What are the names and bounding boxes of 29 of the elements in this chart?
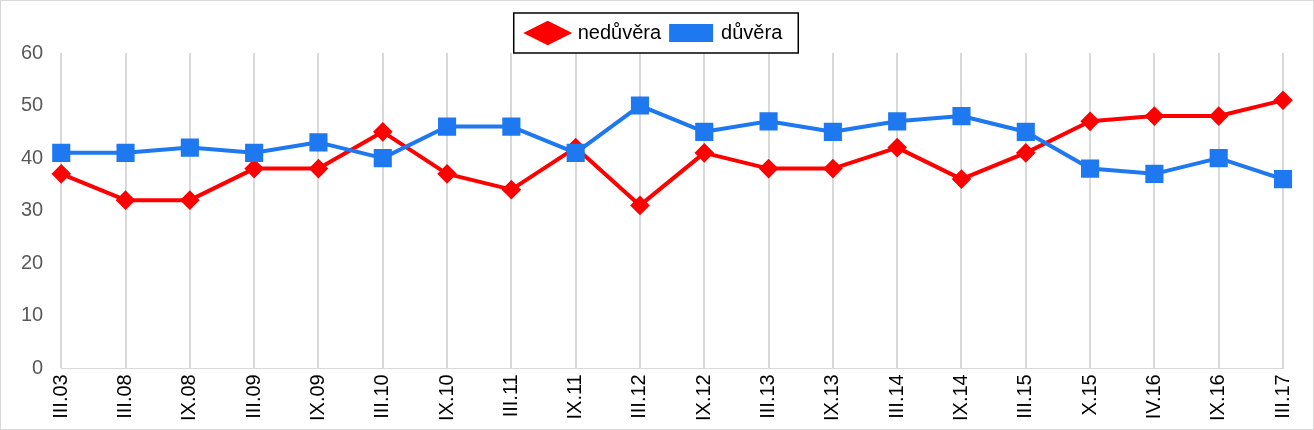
x-tick-label: III.10	[370, 374, 393, 419]
x-tick-label: III.14	[884, 374, 907, 419]
x-tick-label: IX.08	[177, 374, 200, 421]
x-tick-label: III.15	[1013, 374, 1036, 419]
y-tick-label: 20	[21, 250, 44, 273]
x-tick-label: IX.14	[949, 374, 971, 421]
x-tick-label: IX.16	[1206, 374, 1229, 421]
x-tick-label: IX.09	[305, 374, 328, 421]
y-tick-label: 0	[32, 355, 44, 378]
x-tick-label: III.03	[48, 374, 71, 419]
x-tick-label: IX.13	[820, 374, 843, 421]
y-tick-label: 60	[21, 40, 44, 63]
y-tick-label: 40	[21, 145, 44, 168]
legend-label: důvěra	[721, 20, 784, 43]
x-tick-label: IX.12	[691, 374, 714, 421]
x-tick-label: IX.11	[563, 374, 586, 420]
x-tick-label: X.15	[1077, 374, 1100, 416]
x-tick-label: IV.16	[1141, 374, 1164, 420]
y-tick-label: 30	[21, 198, 44, 221]
x-tick-label: III.11	[498, 374, 521, 418]
x-tick-label: III.17	[1270, 374, 1293, 419]
legend-label: nedůvěra	[577, 20, 662, 43]
x-tick-label: III.13	[756, 374, 779, 419]
x-tick-label: III.12	[627, 374, 650, 419]
x-tick-label: IX.10	[434, 374, 457, 421]
y-tick-label: 10	[21, 303, 44, 326]
x-tick-label: III.09	[241, 374, 264, 419]
x-tick-label: III.08	[113, 374, 136, 419]
y-tick-label: 50	[21, 93, 44, 116]
